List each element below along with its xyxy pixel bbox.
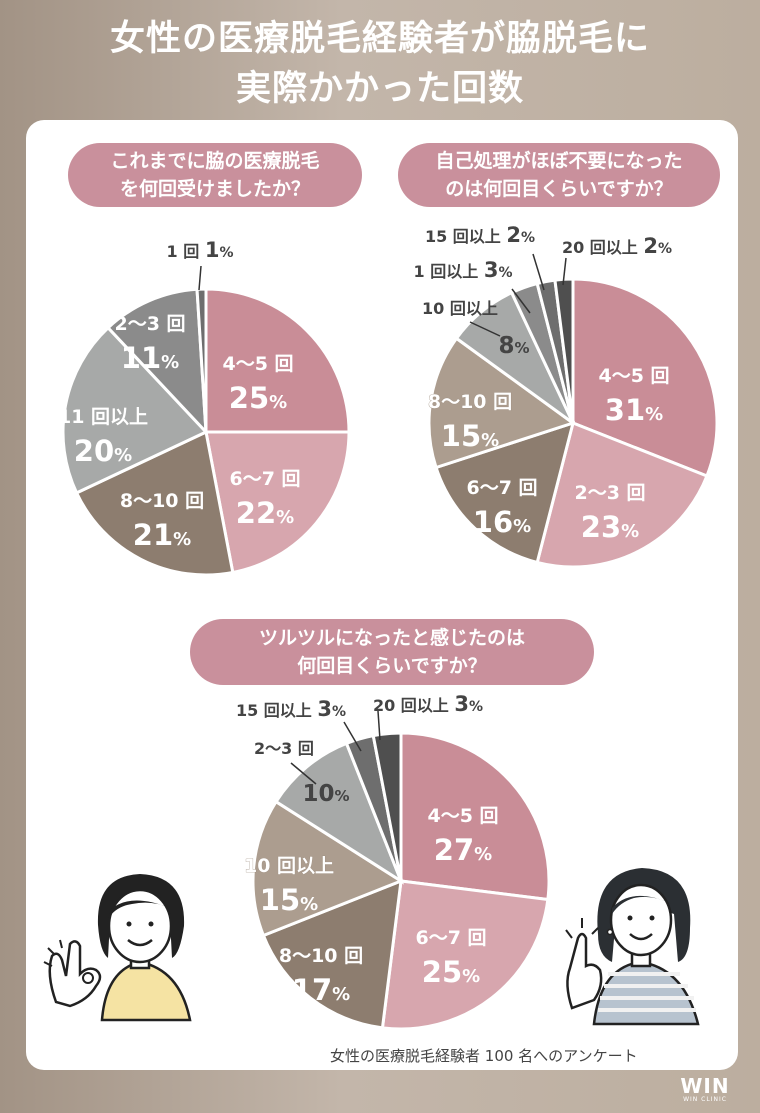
pie-1-slice-5 (105, 287, 208, 437)
pie-2-label-1: 4〜5 回 31% (598, 365, 669, 427)
pie-1-slice-3 (74, 429, 235, 577)
main-title-line-2: 実際かかった回数 (235, 69, 524, 109)
woman-pointing-illustration (565, 868, 700, 1026)
pie-1-category-label-1: 4〜5 回 (222, 353, 293, 375)
question-1-pill: これまでに脇の医療脱毛 を何回受けましたか？ (68, 143, 362, 207)
pie-1-value-label-3: 21% (133, 518, 191, 552)
pie-1-value-label-2: 22% (236, 496, 294, 530)
pie-3-slice-7 (371, 731, 403, 882)
pie-3-slice-2 (380, 879, 550, 1031)
pie-3-leader-line-7 (377, 710, 381, 741)
pie-3-slice-4 (251, 799, 405, 938)
pie-3-slice-1 (399, 731, 551, 902)
pie-1-leader-line-6 (198, 265, 202, 291)
pie-2-category-label-6: 1 回以上 3% (414, 258, 513, 282)
pie-3-category-label-5: 2〜3 回 (254, 739, 314, 758)
logo-mark: WIN (680, 1074, 730, 1098)
question-2-line-1: 自己処理がほぼ不要になった (435, 150, 683, 172)
pie-1-callout-6: 1 回 1% (167, 238, 234, 291)
main-title: 女性の医療脱毛経験者が脇脱毛に 実際かかった回数 (0, 14, 760, 114)
pie-2-leader-line-5 (469, 321, 501, 337)
pie-2-slice-1 (571, 277, 719, 478)
pie-1-label-2: 6〜7 回 22% (229, 468, 300, 530)
pie-3-callout-5: 2〜3 回 10% (254, 739, 350, 807)
pie-1-category-label-6: 1 回 1% (167, 238, 234, 262)
pie-3-label-4: 10 回以上 15% (244, 855, 335, 917)
pie-1-category-label-3: 8〜10 回 (120, 490, 204, 512)
pie-1-label-4: 11 回以上 20% (58, 406, 148, 468)
pie-3-value-label-1: 27% (434, 833, 492, 867)
pie-2-slice-4 (427, 336, 577, 470)
pie-2-value-label-5: 8% (498, 333, 529, 359)
survey-note: 女性の医療脱毛経験者 100 名へのアンケート (330, 1047, 638, 1065)
pie-1-slice-1 (204, 287, 351, 434)
pie-2-value-label-3: 16% (473, 505, 531, 539)
pie-2-slice-2 (535, 420, 709, 569)
pie-1-slice-2 (204, 430, 351, 575)
pie-2-category-label-5: 10 回以上 (422, 299, 498, 318)
pie-3-value-label-3: 17% (292, 973, 350, 1007)
pie-1-label-5: 2〜3 回 11% (114, 313, 185, 375)
pie-1-label-1: 4〜5 回 25% (222, 353, 293, 415)
pie-3-value-label-4: 15% (260, 883, 318, 917)
pie-2-leader-line-7 (532, 253, 545, 291)
question-2-pill: 自己処理がほぼ不要になった のは何回目くらいですか？ (398, 143, 720, 207)
pie-3-label-2: 6〜7 回 25% (415, 927, 486, 989)
pie-3-label-3: 8〜10 回 17% (279, 945, 363, 1007)
logo-subtitle: WIN CLINIC (683, 1096, 727, 1103)
pie-2-category-label-7: 15 回以上 2% (425, 223, 535, 247)
pie-2-category-label-8: 20 回以上 2% (562, 234, 672, 258)
pie-1-label-3: 8〜10 回 21% (120, 490, 204, 552)
question-3-line-1: ツルツルになったと感じたのは (258, 627, 525, 649)
pie-3-category-label-2: 6〜7 回 (415, 927, 486, 949)
pie-2-callout-7: 15 回以上 2% (425, 223, 545, 291)
question-1-line-2: を何回受けましたか？ (119, 178, 310, 200)
pie-3-value-label-5: 10% (302, 781, 349, 807)
logo: WIN WIN CLINIC (680, 1076, 730, 1103)
pie-3-callout-7: 20 回以上 3% (373, 692, 483, 741)
pie-3-category-label-4: 10 回以上 (244, 855, 334, 877)
pie-3-slice-5 (273, 741, 405, 885)
pie-1-value-label-1: 25% (229, 381, 287, 415)
pie-3-category-label-6: 15 回以上 3% (236, 697, 346, 721)
pie-3-category-label-7: 20 回以上 3% (373, 692, 483, 716)
pie-2-value-label-2: 23% (581, 510, 639, 544)
question-3-line-2: 何回目くらいですか？ (297, 655, 487, 677)
question-1-line-1: これまでに脇の医療脱毛 (110, 150, 320, 172)
pie-2-value-label-4: 15% (441, 419, 499, 453)
pie-1-slice-6 (195, 287, 208, 433)
pie-2-category-label-4: 8〜10 回 (428, 391, 512, 413)
pie-2-category-label-1: 4〜5 回 (598, 365, 669, 387)
pie-3-slice-3 (261, 878, 403, 1030)
pie-2-callout-8: 20 回以上 2% (562, 234, 672, 286)
pie-3-callout-6: 15 回以上 3% (236, 697, 362, 752)
pie-3-category-label-3: 8〜10 回 (279, 945, 363, 967)
pie-3-leader-line-6 (343, 721, 362, 752)
pie-2-category-label-3: 6〜7 回 (466, 477, 537, 499)
pie-1-value-label-4: 20% (74, 434, 132, 468)
pie-2-label-2: 2〜3 回 23% (574, 482, 645, 544)
pie-2-callout-6: 1 回以上 3% (414, 258, 531, 314)
pie-2-label-3: 6〜7 回 16% (466, 477, 537, 539)
pie-2-label-4: 8〜10 回 15% (428, 391, 513, 453)
pie-2-value-label-1: 31% (605, 393, 663, 427)
pie-1-value-label-5: 11% (121, 341, 179, 375)
pie-3-category-label-1: 4〜5 回 (427, 805, 498, 827)
pie-1-category-label-2: 6〜7 回 (229, 468, 300, 490)
woman-ok-sign-illustration (43, 874, 192, 1022)
pie-3-value-label-2: 25% (422, 955, 480, 989)
pie-2-leader-line-6 (511, 288, 531, 314)
pie-1-category-label-5: 2〜3 回 (114, 313, 185, 335)
pie-1-category-label-4: 11 回以上 (58, 406, 148, 428)
pie-1-slice-4 (61, 325, 209, 495)
main-title-line-1: 女性の医療脱毛経験者が脇脱毛に (109, 19, 650, 59)
pie-2-category-label-2: 2〜3 回 (574, 482, 645, 504)
pie-2-leader-line-8 (562, 257, 567, 286)
question-3-pill: ツルツルになったと感じたのは 何回目くらいですか？ (190, 619, 594, 685)
question-2-line-2: のは何回目くらいですか？ (445, 178, 673, 200)
pie-3-label-1: 4〜5 回 27% (427, 805, 498, 867)
pie-3-leader-line-5 (290, 762, 317, 785)
